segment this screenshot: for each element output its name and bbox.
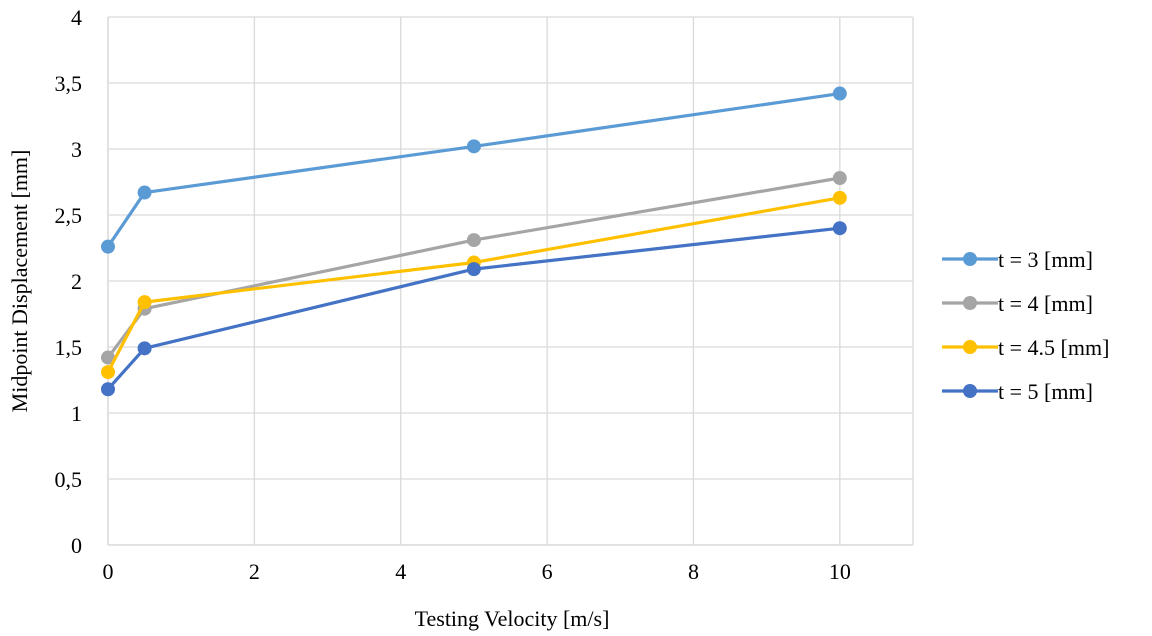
data-point — [832, 221, 847, 236]
data-point — [101, 382, 115, 397]
data-point — [466, 139, 481, 154]
series-line — [106, 176, 841, 359]
data-point — [137, 185, 152, 200]
y-axis-title: Midpoint Displacement [mm] — [7, 150, 32, 413]
legend-marker — [963, 252, 977, 266]
series-2 — [101, 171, 847, 365]
legend-marker — [963, 340, 977, 354]
y-tick-label: 3 — [71, 137, 82, 162]
x-tick-label: 10 — [829, 559, 851, 584]
legend-label: t = 5 [mm] — [998, 379, 1093, 404]
series-line — [106, 226, 840, 391]
x-tick-label: 8 — [688, 559, 699, 584]
legend-entry: t = 5 [mm] — [942, 379, 1093, 404]
axes — [107, 17, 913, 546]
y-tick-label: 1,5 — [55, 335, 83, 360]
y-tick-label: 1 — [71, 401, 82, 426]
y-tick-label: 3,5 — [55, 71, 83, 96]
legend-label: t = 4 [mm] — [998, 291, 1093, 316]
y-tick-label: 2 — [71, 269, 82, 294]
tick-labels: 0 0,5 1 1,5 2 2,5 3 3,5 4 0 2 4 6 8 10 — [55, 5, 851, 584]
series-line — [106, 92, 841, 248]
series-1 — [101, 86, 847, 254]
data-point — [101, 365, 115, 380]
data-point — [466, 233, 481, 248]
data-point — [101, 239, 115, 254]
legend-entry: t = 4.5 [mm] — [942, 335, 1109, 360]
y-tick-label: 2,5 — [55, 203, 83, 228]
series-line — [106, 196, 841, 373]
x-axis-title: Testing Velocity [m/s] — [415, 606, 610, 631]
legend-label: t = 3 [mm] — [998, 247, 1093, 272]
legend-entry: t = 3 [mm] — [942, 247, 1093, 272]
data-point — [466, 262, 481, 277]
data-point — [832, 171, 847, 186]
x-tick-label: 4 — [395, 559, 406, 584]
legend-marker — [963, 296, 977, 310]
y-tick-label: 4 — [71, 5, 82, 30]
data-series — [101, 86, 847, 397]
data-point — [101, 350, 115, 365]
legend: t = 3 [mm] t = 4 [mm] t = 4.5 [mm] t = 5 [m… — [942, 247, 1109, 404]
data-point — [137, 295, 152, 310]
legend-label: t = 4.5 [mm] — [998, 335, 1109, 360]
data-point — [832, 86, 847, 101]
gridlines — [108, 16, 914, 545]
x-tick-label: 2 — [249, 559, 260, 584]
x-tick-label: 0 — [103, 559, 114, 584]
x-tick-label: 6 — [542, 559, 553, 584]
series-4 — [101, 221, 847, 397]
data-point — [137, 341, 152, 356]
legend-marker — [963, 384, 977, 398]
series-3 — [101, 190, 847, 380]
data-point — [832, 190, 847, 205]
legend-entry: t = 4 [mm] — [942, 291, 1093, 316]
y-tick-label: 0 — [71, 533, 82, 558]
y-tick-label: 0,5 — [55, 467, 83, 492]
